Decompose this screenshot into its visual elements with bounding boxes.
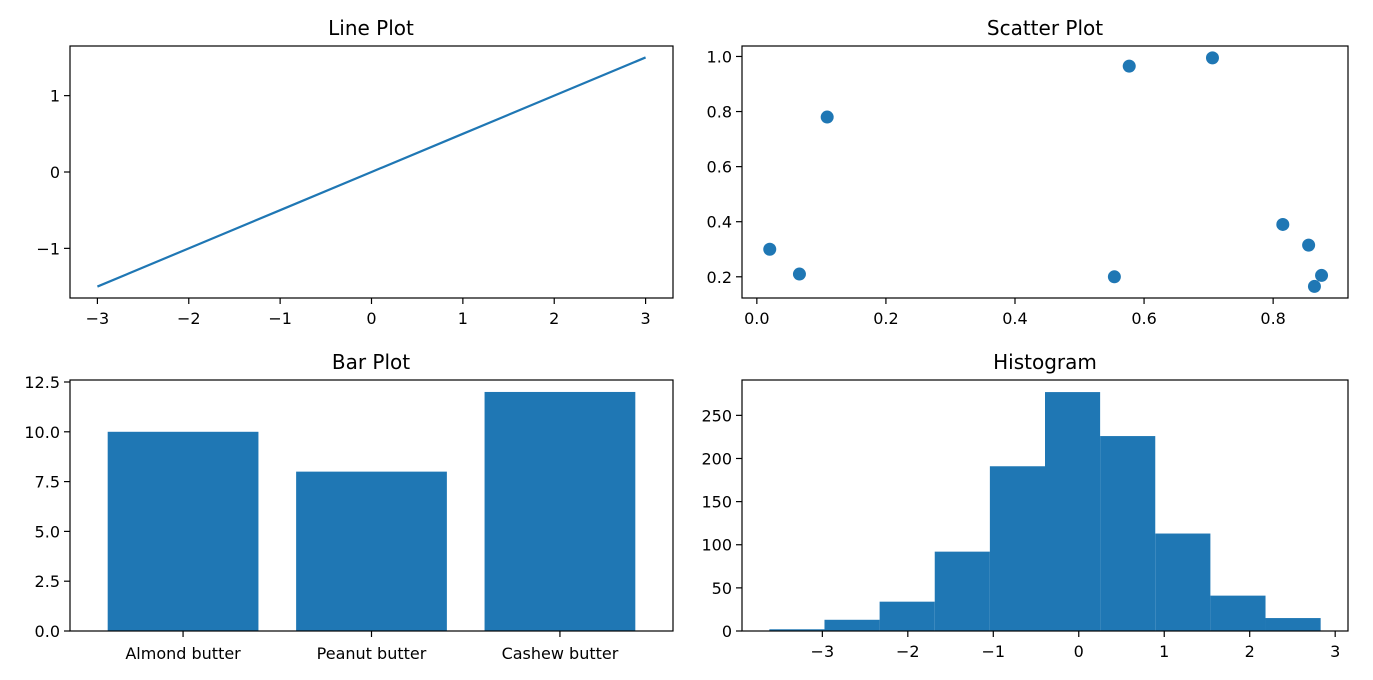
histogram-x-tick-label: −1 — [981, 642, 1005, 661]
scatter-plot-x-tick-label: 0.2 — [873, 309, 898, 328]
histogram-bin — [1100, 436, 1156, 631]
histogram-x-tick-label: 3 — [1330, 642, 1340, 661]
histogram-bin — [934, 551, 990, 631]
bar-plot-category-label: Peanut butter — [317, 644, 427, 663]
scatter-plot-panel: Scatter Plot 0.0 0.2 0.4 0.6 0.8 0.2 0.4 0.6 0.8… — [707, 16, 1349, 328]
bar-plot-y-tick-label: 5.0 — [35, 522, 60, 541]
histogram-bin — [1045, 392, 1101, 631]
scatter-plot-y-tick-label: 0.6 — [707, 158, 732, 177]
line-plot-x-tick-label: 0 — [366, 309, 376, 328]
line-plot-series-line — [96, 56, 647, 288]
line-plot-x-tick-label: −2 — [177, 309, 201, 328]
histogram-x-tick-label: 1 — [1159, 642, 1169, 661]
scatter-plot-title: Scatter Plot — [987, 16, 1103, 40]
line-plot-x-tick-label: −3 — [86, 309, 110, 328]
histogram-marks — [769, 392, 1321, 631]
scatter-plot-y-tick-label: 0.8 — [707, 103, 732, 122]
histogram-bin — [879, 601, 935, 631]
scatter-plot-ticks: 0.0 0.2 0.4 0.6 0.8 0.2 0.4 0.6 0.8 1.0 — [707, 47, 1286, 328]
histogram-x-tick-label: −3 — [811, 642, 835, 661]
line-plot-y-tick-label: 1 — [50, 87, 60, 106]
scatter-plot-marks — [763, 51, 1329, 293]
line-plot-marks — [96, 56, 647, 288]
line-plot-title: Line Plot — [328, 16, 414, 40]
bar-plot-panel: Bar Plot Almond butter Peanut butter Cashe… — [24, 350, 674, 663]
bar-plot-y-tick-label: 10.0 — [24, 423, 60, 442]
histogram-y-tick-label: 200 — [701, 449, 732, 468]
scatter-point — [792, 267, 806, 281]
line-plot-x-tick-label: 2 — [549, 309, 559, 328]
line-plot-y-tick-label: −1 — [36, 239, 60, 258]
scatter-plot-x-tick-label: 0.4 — [1002, 309, 1027, 328]
line-plot-y-tick-label: 0 — [50, 163, 60, 182]
bar-plot-y-tick-label: 2.5 — [35, 572, 60, 591]
bar-plot-category-label: Almond butter — [125, 644, 241, 663]
histogram-x-tick-label: 0 — [1074, 642, 1084, 661]
histogram-bin — [769, 629, 825, 631]
scatter-plot-x-tick-label: 0.0 — [744, 309, 769, 328]
bar — [296, 471, 447, 631]
histogram-panel: Histogram −3 −2 −1 0 1 2 3 0 50 100 150 200 250 — [701, 350, 1349, 661]
histogram-y-tick-label: 150 — [701, 493, 732, 512]
line-plot-x-tick-label: 1 — [458, 309, 468, 328]
bar-plot-y-tick-label: 12.5 — [24, 373, 60, 392]
histogram-title: Histogram — [993, 350, 1097, 374]
histogram-y-tick-label: 50 — [712, 579, 732, 598]
histogram-x-tick-label: 2 — [1245, 642, 1255, 661]
scatter-plot-y-tick-label: 1.0 — [707, 47, 732, 66]
line-plot-panel: Line Plot −3 −2 −1 0 1 2 3 −1 0 1 — [36, 16, 674, 328]
scatter-plot-x-tick-label: 0.6 — [1131, 309, 1156, 328]
scatter-point — [763, 242, 777, 256]
line-plot-axes-frame — [69, 45, 674, 299]
scatter-plot-y-tick-label: 0.2 — [707, 268, 732, 287]
scatter-point — [1302, 238, 1316, 252]
scatter-plot-y-tick-label: 0.4 — [707, 213, 732, 232]
bar-plot-title: Bar Plot — [332, 350, 410, 374]
histogram-y-tick-label: 250 — [701, 406, 732, 425]
line-plot-x-tick-label: 3 — [640, 309, 650, 328]
scatter-point — [1205, 51, 1219, 65]
scatter-point — [1107, 270, 1121, 284]
histogram-bin — [1210, 595, 1266, 631]
histogram-y-tick-label: 100 — [701, 536, 732, 555]
histogram-x-tick-label: −2 — [896, 642, 920, 661]
histogram-bin — [1265, 618, 1321, 631]
bar — [107, 431, 259, 631]
bar-plot-axes-frame — [69, 379, 674, 632]
histogram-axes-frame — [741, 379, 1349, 632]
bar-plot-y-tick-label: 0.0 — [35, 622, 60, 641]
scatter-point — [1122, 59, 1136, 73]
scatter-point — [1315, 268, 1329, 282]
scatter-plot-x-tick-label: 0.8 — [1260, 309, 1285, 328]
histogram-y-tick-label: 0 — [722, 622, 732, 641]
scatter-point — [1307, 279, 1321, 293]
line-plot-ticks: −3 −2 −1 0 1 2 3 −1 0 1 — [36, 87, 650, 328]
bar-plot-category-label: Cashew butter — [502, 644, 619, 663]
bar — [484, 391, 636, 631]
bar-plot-marks — [107, 391, 636, 631]
histogram-bin — [989, 466, 1045, 631]
bar-plot-ticks: Almond butter Peanut butter Cashew butter 0… — [24, 373, 618, 663]
line-plot-x-tick-label: −1 — [268, 309, 292, 328]
scatter-plot-axes-frame — [741, 45, 1349, 299]
histogram-ticks: −3 −2 −1 0 1 2 3 0 50 100 150 200 250 — [701, 406, 1340, 661]
histogram-bin — [1155, 533, 1211, 631]
scatter-point — [820, 110, 834, 124]
histogram-bin — [824, 619, 880, 631]
bar-plot-y-tick-label: 7.5 — [35, 473, 60, 492]
scatter-point — [1276, 217, 1290, 231]
